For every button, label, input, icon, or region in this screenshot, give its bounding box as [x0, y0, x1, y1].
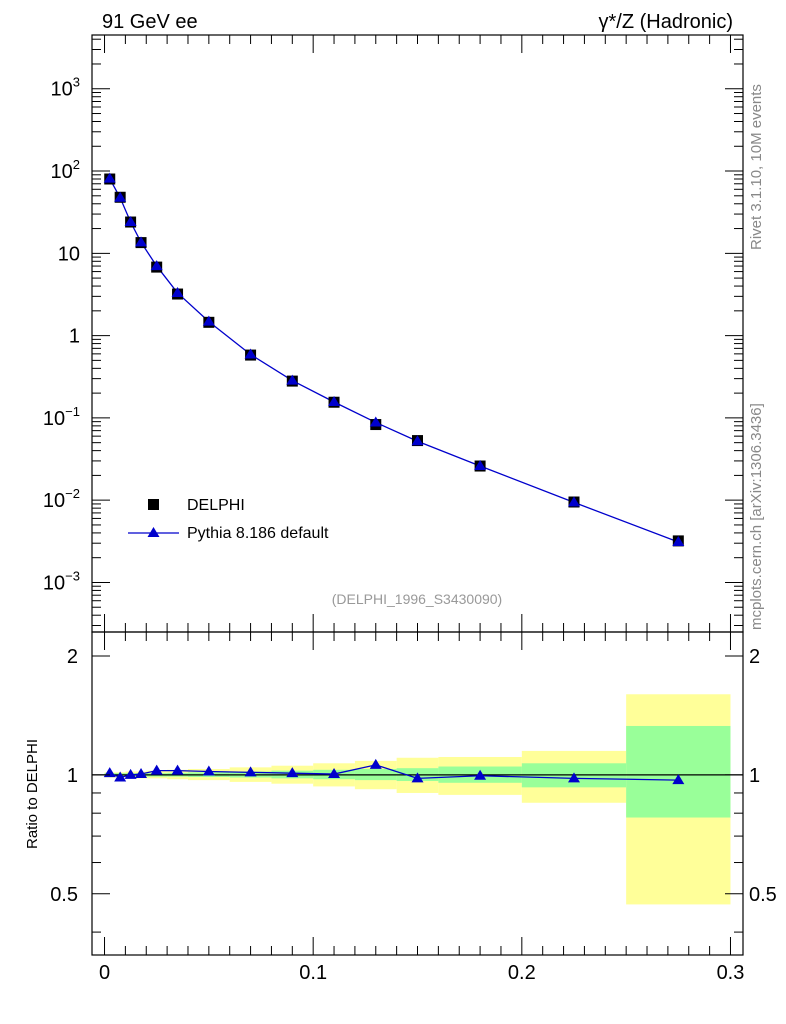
- ratio-point-pythia: [114, 771, 127, 782]
- x-tick-label: 0.2: [508, 962, 536, 984]
- uncertainty-band-inner: [626, 725, 731, 818]
- data-point-pythia: [124, 216, 137, 227]
- data-point-pythia: [286, 374, 299, 385]
- y-tick-label-main: 102: [51, 157, 80, 183]
- y-tick-label-main: 10−2: [43, 486, 80, 512]
- ratio-point-pythia: [369, 758, 382, 769]
- ratio-point-pythia: [171, 764, 184, 775]
- legend-label-data: DELPHI: [187, 497, 245, 514]
- y-tick-label-main: 1: [69, 326, 80, 348]
- ratio-axis-label: Ratio to DELPHI: [24, 739, 41, 849]
- ratio-point-pythia: [244, 766, 257, 777]
- ratio-point-pythia: [567, 772, 580, 783]
- data-point-pythia: [567, 496, 580, 507]
- rivet-version-label: Rivet 3.1.10, 10M events: [748, 84, 765, 250]
- x-tick-label: 0.1: [299, 962, 327, 984]
- plot-title-right: γ*/Z (Hadronic): [599, 11, 733, 33]
- x-tick-label: 0.3: [717, 962, 745, 984]
- y-tick-label-ratio-right: 1: [749, 765, 760, 787]
- data-point-pythia: [114, 191, 127, 202]
- x-tick-label: 0: [99, 962, 110, 984]
- ratio-point-pythia: [474, 769, 487, 780]
- data-point-pythia: [369, 416, 382, 427]
- data-point-pythia: [150, 260, 163, 271]
- y-tick-label-ratio-right: 2: [749, 646, 760, 668]
- data-point-pythia: [202, 315, 215, 326]
- main-frame: [91, 34, 744, 633]
- data-point-pythia: [411, 435, 424, 446]
- y-tick-label-ratio-left: 0.5: [50, 884, 78, 906]
- y-tick-label-main: 10−1: [43, 404, 80, 430]
- legend: DELPHI Pythia 8.186 default: [128, 497, 329, 542]
- ratio-point-pythia: [672, 774, 685, 785]
- data-point-pythia: [135, 236, 148, 247]
- ratio-point-pythia: [103, 767, 116, 778]
- legend-label-mc: Pythia 8.186 default: [187, 525, 329, 542]
- ratio-point-pythia: [286, 767, 299, 778]
- ratio-point-pythia: [150, 764, 163, 775]
- y-tick-label-ratio-right: 0.5: [749, 884, 777, 906]
- data-point-pythia: [171, 286, 184, 297]
- y-tick-label-main: 103: [51, 75, 80, 101]
- main-panel: 10−3 10−2 10−1 1 10 102 103 (DELPHI_1996_S3430…: [43, 34, 744, 633]
- y-tick-label-main: 10−3: [43, 568, 80, 594]
- series-line-pythia: [109, 178, 679, 543]
- ratio-point-pythia: [328, 768, 341, 779]
- data-point-pythia: [103, 172, 116, 183]
- data-point-pythia: [244, 348, 257, 359]
- ratio-point-pythia: [411, 772, 424, 783]
- ratio-point-pythia: [135, 768, 148, 779]
- y-tick-label-main: 10: [58, 243, 80, 265]
- y-tick-label-ratio-left: 2: [67, 646, 78, 668]
- data-point-pythia: [474, 460, 487, 471]
- analysis-watermark: (DELPHI_1996_S3430090): [332, 591, 502, 607]
- data-point-pythia: [672, 536, 685, 547]
- legend-marker-mc: [147, 527, 160, 537]
- data-point-pythia: [328, 395, 341, 406]
- mcplots-reference-label: mcplots.cern.ch [arXiv:1306.3436]: [748, 403, 765, 630]
- plot-title-left: 91 GeV ee: [102, 11, 198, 33]
- ratio-frame: [91, 631, 744, 956]
- ratio-panel: 0.5 0.5 1 1 2 2 0 0.1 0.2 0.3 Ratio to DELPHI: [24, 631, 777, 984]
- ratio-point-pythia: [124, 768, 137, 779]
- legend-marker-data: [148, 499, 159, 510]
- ratio-point-pythia: [202, 765, 215, 776]
- y-tick-label-ratio-left: 1: [67, 765, 78, 787]
